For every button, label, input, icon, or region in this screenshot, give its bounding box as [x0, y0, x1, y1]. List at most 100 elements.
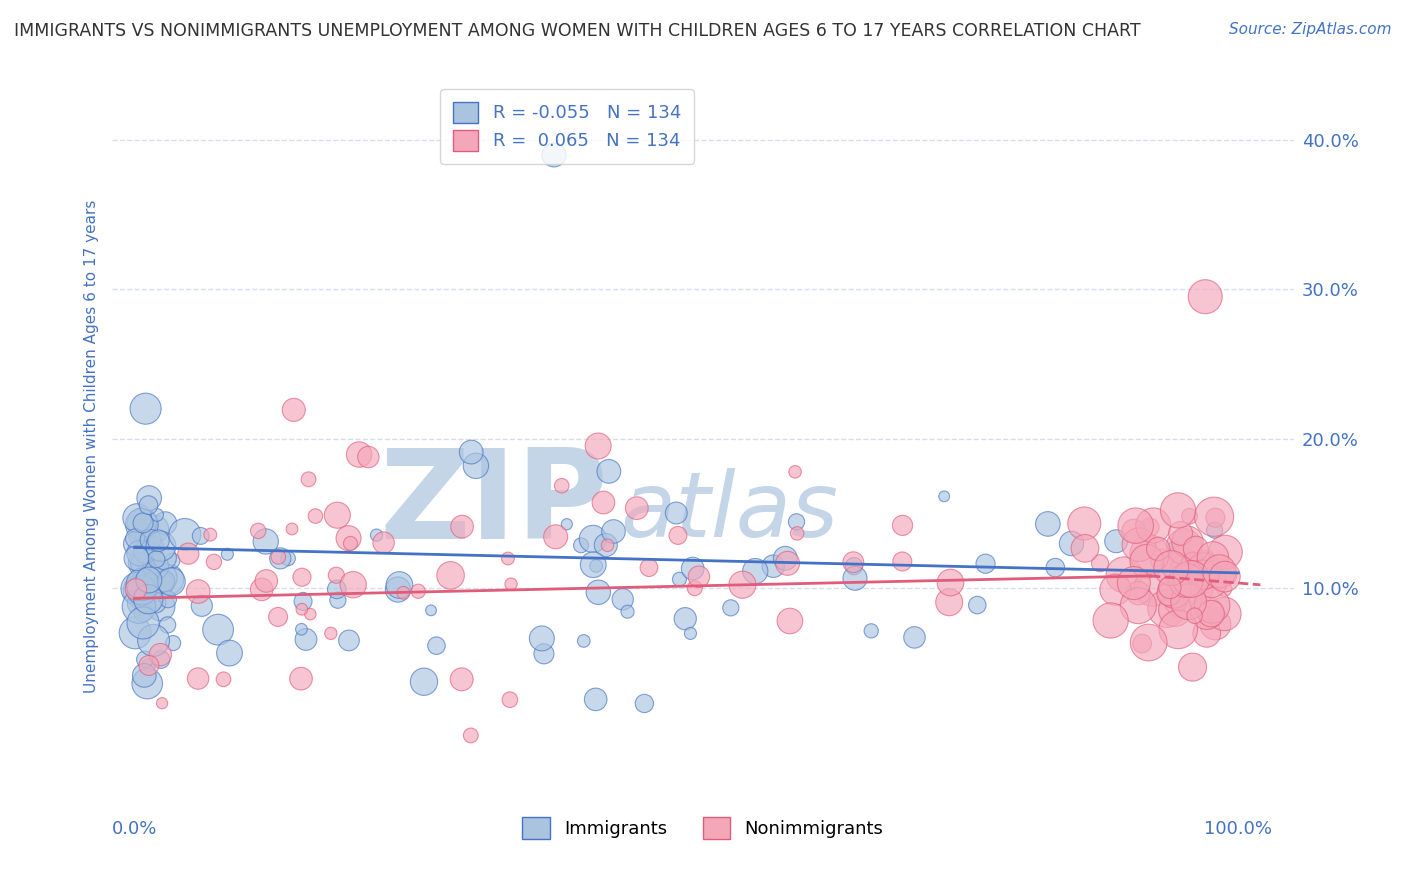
Point	[413, 674, 436, 689]
Legend: Immigrants, Nonimmigrants: Immigrants, Nonimmigrants	[508, 803, 898, 854]
Point	[1215, 545, 1237, 559]
Point	[551, 479, 574, 493]
Point	[124, 532, 146, 546]
Point	[131, 517, 153, 532]
Point	[218, 646, 240, 660]
Point	[460, 728, 482, 742]
Point	[585, 692, 607, 706]
Point	[1125, 518, 1147, 533]
Point	[134, 545, 156, 559]
Point	[1167, 503, 1189, 517]
Point	[1105, 534, 1128, 549]
Point	[555, 517, 578, 532]
Point	[319, 626, 342, 640]
Point	[295, 632, 318, 647]
Point	[1213, 569, 1236, 583]
Point	[156, 618, 179, 632]
Point	[450, 673, 472, 687]
Point	[533, 647, 555, 661]
Point	[127, 582, 149, 596]
Point	[596, 538, 619, 552]
Point	[1156, 601, 1178, 615]
Point	[124, 581, 146, 595]
Point	[187, 584, 209, 599]
Point	[1128, 586, 1150, 600]
Point	[1195, 551, 1218, 566]
Point	[150, 571, 173, 585]
Point	[785, 465, 807, 479]
Point	[1175, 577, 1198, 591]
Point	[153, 551, 176, 566]
Point	[132, 615, 155, 630]
Point	[891, 518, 914, 533]
Point	[1159, 581, 1181, 595]
Point	[592, 495, 614, 509]
Text: Source: ZipAtlas.com: Source: ZipAtlas.com	[1229, 22, 1392, 37]
Point	[582, 558, 605, 572]
Point	[342, 578, 364, 592]
Point	[499, 692, 522, 706]
Point	[1171, 592, 1194, 607]
Point	[128, 546, 150, 560]
Point	[1139, 548, 1161, 562]
Point	[464, 458, 486, 473]
Point	[586, 439, 609, 453]
Point	[217, 547, 239, 561]
Point	[1184, 608, 1206, 623]
Point	[1073, 516, 1095, 531]
Point	[844, 571, 866, 585]
Point	[138, 658, 160, 673]
Point	[357, 450, 380, 464]
Point	[128, 599, 150, 614]
Point	[1160, 561, 1182, 575]
Point	[128, 597, 150, 611]
Point	[938, 595, 960, 609]
Point	[1150, 553, 1173, 567]
Point	[150, 696, 173, 710]
Point	[326, 593, 349, 607]
Point	[1104, 582, 1126, 597]
Point	[132, 606, 155, 620]
Point	[842, 555, 865, 569]
Point	[297, 472, 319, 486]
Point	[134, 521, 156, 535]
Point	[595, 538, 617, 552]
Point	[292, 594, 315, 608]
Point	[1215, 567, 1237, 582]
Point	[673, 612, 696, 626]
Point	[602, 524, 624, 539]
Point	[134, 668, 156, 682]
Point	[786, 526, 808, 541]
Point	[683, 581, 706, 595]
Point	[131, 516, 153, 530]
Point	[277, 551, 299, 566]
Point	[392, 586, 415, 600]
Point	[129, 557, 152, 571]
Point	[135, 401, 157, 416]
Point	[1177, 535, 1199, 549]
Point	[1163, 541, 1185, 555]
Text: IMMIGRANTS VS NONIMMIGRANTS UNEMPLOYMENT AMONG WOMEN WITH CHILDREN AGES 6 TO 17 : IMMIGRANTS VS NONIMMIGRANTS UNEMPLOYMENT…	[14, 22, 1140, 40]
Point	[373, 535, 395, 549]
Point	[1130, 636, 1153, 650]
Point	[337, 531, 360, 545]
Point	[1088, 556, 1111, 570]
Point	[460, 445, 482, 459]
Point	[731, 578, 754, 592]
Point	[1202, 550, 1225, 565]
Point	[842, 559, 865, 574]
Point	[162, 554, 184, 568]
Point	[786, 515, 808, 529]
Point	[1128, 538, 1150, 552]
Point	[1157, 587, 1180, 601]
Point	[860, 624, 883, 638]
Point	[1178, 509, 1201, 524]
Point	[1192, 562, 1215, 576]
Point	[1099, 614, 1122, 628]
Text: atlas: atlas	[620, 467, 838, 556]
Point	[451, 519, 474, 533]
Point	[1139, 520, 1161, 534]
Point	[132, 516, 155, 530]
Point	[131, 577, 153, 591]
Point	[582, 532, 605, 546]
